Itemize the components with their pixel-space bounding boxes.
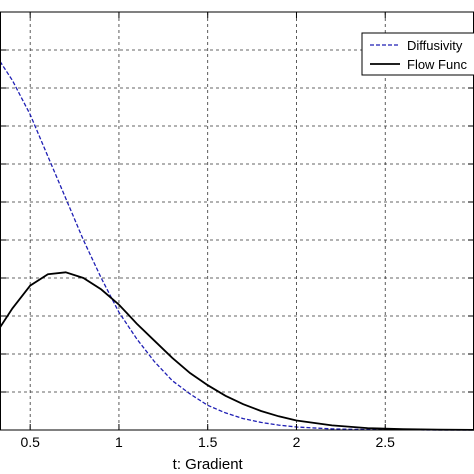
series-line-diffusivity: [0, 61, 474, 431]
legend: Diffusivity Flow Func: [361, 32, 474, 76]
x-axis-label: t: Gradient: [173, 456, 244, 473]
legend-label-flow-func: Flow Func: [407, 57, 467, 72]
legend-label-diffusivity: Diffusivity: [407, 38, 463, 53]
x-tick-label: 2: [293, 434, 301, 450]
x-tick-label: 0.5: [20, 434, 40, 450]
x-tick-label: 1: [115, 434, 123, 450]
x-tick-label: 2.5: [376, 434, 396, 450]
grid: [0, 12, 474, 430]
legend-box: [361, 32, 474, 76]
series-layer: [0, 61, 474, 431]
x-tick-label: 1.5: [198, 434, 218, 450]
x-tick-labels: 0.5 1 1.5 2 2.5: [20, 434, 395, 450]
series-line-flow-func: [0, 271, 474, 431]
